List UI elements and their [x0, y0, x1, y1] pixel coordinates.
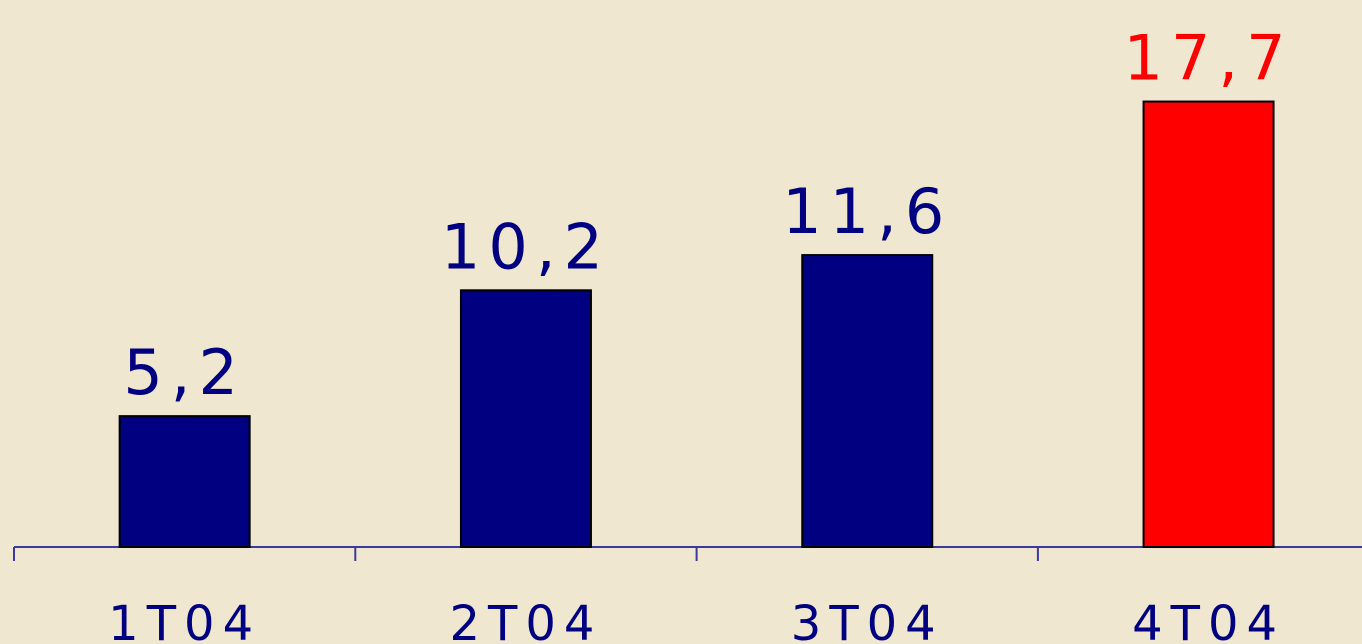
value-label: 17,7: [1124, 22, 1294, 95]
bar: [118, 415, 251, 548]
x-tick-label: 3T04: [791, 596, 944, 644]
value-label: 5,2: [123, 336, 246, 409]
value-label: 11,6: [782, 175, 952, 248]
x-tick-label: 1T04: [108, 596, 261, 644]
bar: [801, 254, 934, 548]
value-label: 10,2: [441, 210, 611, 283]
x-tick-label: 4T04: [1132, 596, 1285, 644]
x-tick-label: 2T04: [449, 596, 602, 644]
bar: [1142, 100, 1275, 549]
bar: [459, 289, 592, 548]
